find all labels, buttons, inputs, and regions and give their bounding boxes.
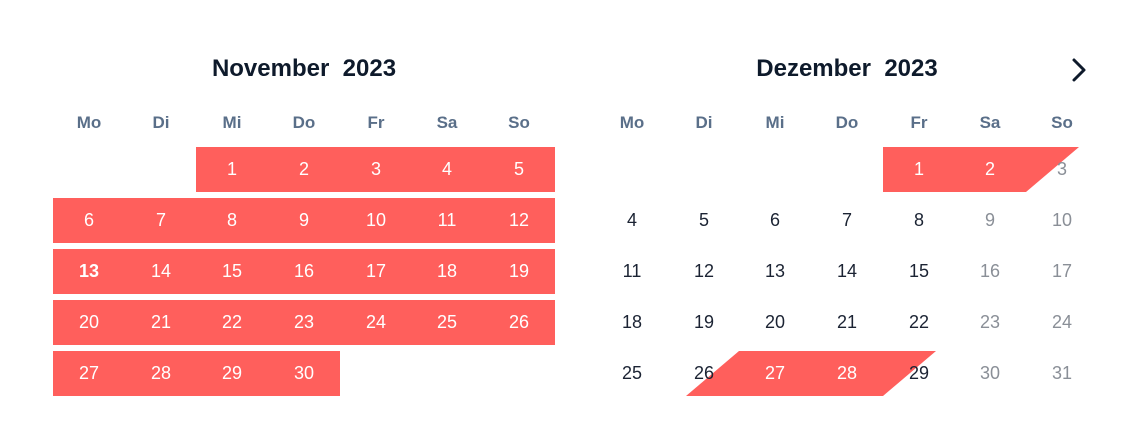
day-cell-today[interactable]: 13 [78, 261, 100, 281]
day-cell[interactable]: 11 [437, 210, 457, 230]
day-cell[interactable]: 22 [908, 312, 930, 332]
day-cell[interactable]: 7 [155, 210, 166, 230]
day-cell[interactable]: 20 [764, 312, 786, 332]
day-cell[interactable]: 12 [693, 261, 715, 281]
month-title: Dezember 2023 [596, 53, 1098, 85]
day-cell[interactable]: 27 [78, 363, 100, 383]
calendar-november: November 2023 Mo Di Mi Do Fr Sa So 1 2 3… [53, 0, 555, 447]
day-cell[interactable]: 23 [293, 312, 315, 332]
day-cell[interactable]: 29 [221, 363, 243, 383]
day-cell[interactable]: 7 [841, 210, 852, 230]
month-year: 2023 [342, 55, 397, 82]
weekday-label: Fr [910, 113, 928, 132]
weekday-label: Mo [619, 113, 645, 132]
day-cell[interactable]: 15 [908, 261, 930, 281]
day-cell[interactable]: 4 [441, 159, 452, 179]
day-cell[interactable]: 5 [513, 159, 524, 179]
day-cell[interactable]: 28 [150, 363, 172, 383]
day-cell[interactable]: 22 [221, 312, 243, 332]
chevron-right-icon [1072, 58, 1086, 82]
booked-range [53, 300, 555, 345]
month-name: November [211, 55, 330, 82]
day-cell[interactable]: 10 [365, 210, 387, 230]
day-cell[interactable]: 25 [436, 312, 458, 332]
day-cell[interactable]: 6 [83, 210, 94, 230]
day-cell[interactable]: 23 [979, 312, 1001, 332]
weekday-label: Mi [765, 113, 785, 132]
day-cell[interactable]: 3 [370, 159, 381, 179]
day-cell[interactable]: 26 [508, 312, 530, 332]
day-cell[interactable]: 15 [221, 261, 243, 281]
day-cell[interactable]: 10 [1051, 210, 1073, 230]
weekday-label: Sa [979, 113, 1001, 132]
day-cell[interactable]: 14 [836, 261, 858, 281]
day-cell[interactable]: 24 [365, 312, 387, 332]
day-cell[interactable]: 2 [298, 159, 309, 179]
day-cell[interactable]: 27 [764, 363, 786, 383]
day-cell[interactable]: 31 [1051, 363, 1073, 383]
weekday-label: Di [152, 113, 170, 132]
day-cell[interactable]: 16 [293, 261, 315, 281]
weekday-label: So [1051, 113, 1073, 132]
day-cell[interactable]: 17 [365, 261, 387, 281]
day-cell[interactable]: 8 [913, 210, 924, 230]
next-month-button[interactable] [1064, 55, 1094, 85]
day-cell[interactable]: 6 [769, 210, 780, 230]
day-cell[interactable]: 9 [298, 210, 309, 230]
month-title: November 2023 [53, 53, 555, 85]
day-cell[interactable]: 26 [693, 363, 715, 383]
day-cell[interactable]: 19 [508, 261, 530, 281]
day-cell[interactable]: 28 [836, 363, 858, 383]
weekday-label: Mi [222, 113, 242, 132]
day-cell[interactable]: 9 [984, 210, 995, 230]
day-cell[interactable]: 20 [78, 312, 100, 332]
weekday-label: Mo [76, 113, 102, 132]
day-cell[interactable]: 1 [226, 159, 237, 179]
day-cell[interactable]: 21 [150, 312, 172, 332]
day-cell[interactable]: 24 [1051, 312, 1073, 332]
booked-range [686, 351, 936, 396]
day-cell[interactable]: 18 [621, 312, 643, 332]
day-cell[interactable]: 8 [226, 210, 237, 230]
weekday-label: Di [695, 113, 713, 132]
day-cell[interactable]: 30 [979, 363, 1001, 383]
booked-range [53, 198, 555, 243]
weekday-label: So [508, 113, 530, 132]
weekday-label: Do [292, 113, 316, 132]
day-cell[interactable]: 16 [979, 261, 1001, 281]
month-year: 2023 [884, 55, 938, 82]
calendar-december: Dezember 2023 Mo Di Mi Do Fr Sa So 1 2 3… [596, 0, 1098, 447]
weekday-header: Mo Di Mi Do Fr Sa So [596, 110, 1098, 136]
day-cell[interactable]: 21 [836, 312, 858, 332]
day-cell[interactable]: 19 [693, 312, 715, 332]
booked-range [883, 147, 1079, 192]
weekday-header: Mo Di Mi Do Fr Sa So [53, 110, 555, 136]
day-cell[interactable]: 1 [913, 159, 924, 179]
weekday-label: Do [835, 113, 859, 132]
day-cell[interactable]: 29 [908, 363, 930, 383]
day-cell[interactable]: 5 [698, 210, 709, 230]
booked-range-shapes [686, 147, 1079, 396]
weekday-label: Fr [367, 113, 385, 132]
day-cell[interactable]: 3 [1056, 159, 1067, 179]
day-cell[interactable]: 18 [436, 261, 458, 281]
month-name: Dezember [756, 55, 871, 82]
weekday-label: Sa [436, 113, 458, 132]
booked-range [196, 147, 555, 192]
day-cell[interactable]: 17 [1051, 261, 1073, 281]
day-cell[interactable]: 14 [150, 261, 172, 281]
day-cell[interactable]: 2 [984, 159, 995, 179]
booked-range [53, 351, 340, 396]
day-cell[interactable]: 25 [621, 363, 643, 383]
day-cell[interactable]: 13 [764, 261, 786, 281]
day-cell[interactable]: 11 [622, 261, 642, 281]
day-cell[interactable]: 4 [626, 210, 637, 230]
day-cell[interactable]: 12 [508, 210, 530, 230]
day-cell[interactable]: 30 [293, 363, 315, 383]
booked-range [53, 249, 555, 294]
